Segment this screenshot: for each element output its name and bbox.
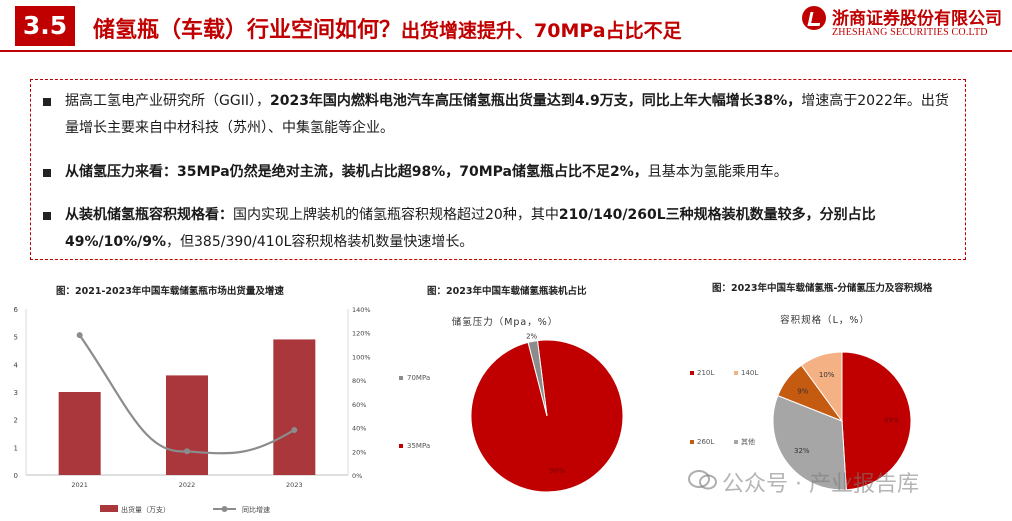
pie-slice-140L <box>800 351 843 423</box>
y-tick-label: 1 <box>14 444 18 452</box>
pie2-value-label: 49% <box>884 416 900 424</box>
x-tick-label: 2023 <box>286 481 303 489</box>
bullet-text-bold: 35MPa仍然是绝对主流，装机占比超98%，70MPa储氢瓶占比不足2%， <box>177 164 648 180</box>
legend-label-210L: 210L <box>697 369 714 377</box>
page-title: 储氢瓶（车载）行业空间如何？出货增速提升、70MPa占比不足 <box>93 12 682 44</box>
legend-swatch-70MPa <box>399 376 403 380</box>
y2-tick-label: 20% <box>352 448 366 456</box>
logo-company-cn: 浙商证券股份有限公司 <box>832 9 1002 29</box>
bullet-text: ，但385/390/410L容积规格装机数量快速增长。 <box>166 234 474 250</box>
pie1-chart-title: 图：2023年中国车载储氢瓶装机占比 <box>427 286 587 297</box>
bullet-text-bold: 210/140/260L三种规格装机数量较多，分别占比49%/10%/9% <box>65 207 876 250</box>
bullet-text: 据高工氢电产业研究所（GGII）， <box>65 93 270 109</box>
bullet-square-icon <box>43 98 51 106</box>
section-number: 3.5 <box>15 6 75 46</box>
bullet-text: 国内实现上牌装机的储氢瓶容积规格超过20种，其中 <box>233 207 559 223</box>
legend-label-bar: 出货量（万支） <box>121 505 170 514</box>
key-points-box: 据高工氢电产业研究所（GGII），2023年国内燃料电池汽车高压储氢瓶出货量达到… <box>30 79 966 260</box>
bar-2021 <box>58 392 101 475</box>
growth-point-2021 <box>76 332 83 339</box>
watermark: 公众号 · 产业报告库 <box>688 466 919 498</box>
legend-label-260L: 260L <box>697 438 714 446</box>
pie1-value-label: 2% <box>526 332 537 340</box>
pie1-subtitle: 储氢压力（Mpa，%） <box>452 316 559 328</box>
legend-swatch-35MPa <box>399 444 403 448</box>
legend-swatch-140L <box>734 371 738 375</box>
legend-label-35MPa: 35MPa <box>407 442 430 450</box>
legend-label-line: 同比增速 <box>242 505 270 514</box>
bullet-square-icon <box>43 169 51 177</box>
y2-tick-label: 0% <box>352 472 362 480</box>
bullet-text: 增速高于2022年。出货量增长主要来自中材科技（苏州）、中集氢能等企业。 <box>65 93 949 136</box>
header-divider <box>0 50 1012 52</box>
y-tick-label: 6 <box>14 306 19 314</box>
bullet-point: 据高工氢电产业研究所（GGII），2023年国内燃料电池汽车高压储氢瓶出货量达到… <box>43 88 958 142</box>
bullet-text: 且基本为氢能乘用车。 <box>647 164 788 180</box>
bullet-text-bold: 从装机储氢瓶容积规格看： <box>65 207 233 223</box>
pie2-subtitle: 容积规格（L，%） <box>780 314 870 326</box>
y2-tick-label: 60% <box>352 401 366 409</box>
bar-2022 <box>166 375 208 475</box>
legend-label-其他: 其他 <box>741 437 755 446</box>
legend-label-140L: 140L <box>741 369 758 377</box>
y-tick-label: 5 <box>14 334 18 342</box>
legend-swatch-其他 <box>734 440 738 444</box>
logo-mark-icon <box>802 6 826 30</box>
legend-marker-line <box>221 506 228 512</box>
wechat-icon <box>688 469 722 497</box>
growth-point-2022 <box>184 448 190 455</box>
company-logo: 浙商证券股份有限公司 ZHESHANG SECURITIES CO.LTD <box>802 4 1002 44</box>
growth-point-2023 <box>291 426 298 433</box>
pie1-value-label: 98% <box>549 467 565 475</box>
y-tick-label: 3 <box>14 389 18 397</box>
y-tick-label: 0 <box>14 472 18 480</box>
bullet-text-bold: 从储氢压力来看： <box>65 164 177 180</box>
y2-tick-label: 120% <box>352 330 371 338</box>
y2-tick-label: 100% <box>352 353 371 361</box>
watermark-text: 公众号 · 产业报告库 <box>722 472 919 497</box>
pie2-value-label: 10% <box>819 371 835 379</box>
legend-swatch-260L <box>690 440 694 444</box>
logo-company-en: ZHESHANG SECURITIES CO.LTD <box>832 27 988 38</box>
y2-tick-label: 80% <box>352 377 366 385</box>
y2-tick-label: 140% <box>352 306 371 314</box>
bullet-square-icon <box>43 212 51 220</box>
bar-chart-title: 图：2021-2023年中国车载储氢瓶市场出货量及增速 <box>56 286 284 297</box>
pie-slice-210L <box>841 351 912 491</box>
legend-swatch-210L <box>690 371 694 375</box>
pie2-value-label: 9% <box>797 388 808 396</box>
y-tick-label: 4 <box>14 361 19 369</box>
volume-pie-chart: 容积规格（L，%） 49% 32% 9% 10% 210L 140L 260L 其他 <box>690 314 912 491</box>
bar-2023 <box>273 339 316 475</box>
bullet-point: 从储氢压力来看：35MPa仍然是绝对主流，装机占比超98%，70MPa储氢瓶占比… <box>43 159 958 186</box>
y-tick-label: 2 <box>14 417 18 425</box>
bullet-text-bold: 2023年国内燃料电池汽车高压储氢瓶出货量达到4.9万支，同比上年大幅增长38%… <box>269 93 802 109</box>
pie2-chart-title: 图：2023年中国车载储氢瓶-分储氢压力及容积规格 <box>712 283 933 294</box>
legend-swatch-bar <box>100 505 118 512</box>
pressure-pie-chart: 储氢压力（Mpa，%） 98% 2% 70MPa 35MPa <box>399 316 624 493</box>
growth-line <box>78 334 295 455</box>
legend-label-70MPa: 70MPa <box>407 374 430 382</box>
title-main: 储氢瓶（车载）行业空间如何？ <box>93 18 402 43</box>
x-tick-label: 2022 <box>179 481 196 489</box>
pie-slice-70MPa <box>527 340 548 417</box>
y2-tick-label: 40% <box>352 425 366 433</box>
title-sub: 出货增速提升、70MPa占比不足 <box>401 20 682 42</box>
x-tick-label: 2021 <box>71 481 88 489</box>
bullet-point: 从装机储氢瓶容积规格看：国内实现上牌装机的储氢瓶容积规格超过20种，其中210/… <box>43 202 958 256</box>
pie-slice-其他 <box>772 394 847 491</box>
pie2-value-label: 32% <box>794 447 810 455</box>
